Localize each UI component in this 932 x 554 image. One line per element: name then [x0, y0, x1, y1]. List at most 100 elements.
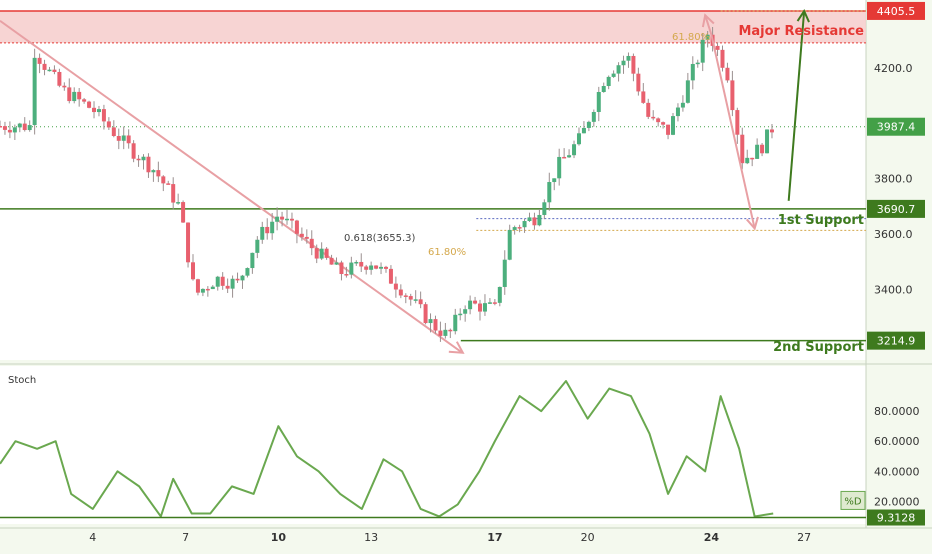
candle-body	[190, 262, 195, 280]
down-projection-a	[710, 34, 756, 229]
candle-body	[705, 34, 710, 40]
candle-body	[87, 101, 92, 108]
candle-body	[611, 73, 616, 77]
candle-body	[730, 80, 735, 111]
candle-body	[512, 227, 517, 230]
candle-body	[616, 65, 621, 74]
candle-body	[601, 86, 606, 92]
candle-body	[275, 216, 280, 222]
candle-body	[383, 266, 388, 269]
candle-body	[0, 126, 2, 128]
time-tick-label: 10	[271, 531, 287, 544]
first-support-price-text: 3690.7	[877, 203, 916, 216]
down-projection-b-arrowhead	[701, 13, 715, 28]
candle-body	[502, 259, 507, 287]
candle-body	[230, 278, 235, 289]
stoch-level-text: 9.3128	[877, 512, 916, 525]
candle-body	[641, 91, 646, 103]
candle-body	[468, 300, 473, 310]
candle-body	[562, 156, 567, 159]
candle-body	[527, 217, 532, 222]
candle-body	[473, 300, 478, 304]
candle-body	[176, 202, 181, 204]
candle-body	[72, 91, 77, 102]
candle-body	[765, 129, 770, 154]
candle-body	[339, 262, 344, 275]
candle-body	[200, 288, 205, 293]
first-support-label: 1st Support	[778, 213, 864, 228]
candle-body	[621, 60, 626, 66]
downtrend-arrowhead	[448, 341, 465, 354]
candle-body	[116, 135, 121, 141]
stoch-line	[0, 380, 774, 518]
candle-body	[195, 279, 200, 293]
candle-body	[735, 110, 740, 135]
candle-body	[413, 299, 418, 301]
candle-body	[443, 329, 448, 336]
candle-body	[245, 268, 250, 276]
candle-body	[220, 276, 225, 286]
candle-body	[329, 257, 334, 265]
candle-body	[755, 144, 760, 159]
major-resistance-label: Major Resistance	[738, 24, 864, 39]
time-tick-label: 4	[89, 531, 96, 544]
candle-body	[205, 288, 210, 291]
candle-body	[487, 302, 492, 304]
candle-body	[27, 125, 32, 131]
stoch-level-box	[867, 509, 925, 526]
candle-body	[235, 278, 240, 281]
first-support-price-box	[867, 199, 925, 218]
candle-body	[695, 62, 700, 65]
candle-body	[136, 158, 141, 161]
stoch-d-box	[840, 490, 866, 510]
candle-body	[349, 262, 354, 275]
candle-body	[438, 330, 443, 336]
candle-body	[111, 127, 116, 136]
price-pane	[0, 0, 866, 360]
time-tick-label: 24	[704, 531, 720, 544]
candle-body	[507, 229, 512, 260]
candle-body	[92, 107, 97, 113]
candle-body	[289, 218, 294, 221]
candle-body	[547, 182, 552, 203]
candle-body	[121, 135, 126, 141]
candle-body	[542, 202, 547, 215]
time-tick-label: 20	[581, 531, 595, 544]
candle-body	[458, 313, 463, 316]
candle-body	[552, 178, 557, 183]
candles	[0, 27, 774, 342]
stoch-tick-label: 60.0000	[874, 435, 920, 448]
candle-body	[760, 144, 765, 154]
candle-body	[314, 248, 319, 259]
time-tick-label: 17	[487, 531, 502, 544]
candle-body	[47, 69, 52, 72]
current-price-price-box	[867, 117, 925, 136]
time-tick-label: 27	[797, 531, 811, 544]
candle-body	[304, 236, 309, 239]
second-support-price-text: 3214.9	[877, 335, 916, 348]
candle-body	[166, 183, 171, 185]
candle-body	[557, 156, 562, 179]
candle-body	[463, 309, 468, 314]
candle-body	[126, 135, 131, 144]
candle-body	[2, 126, 7, 130]
candle-body	[265, 226, 270, 234]
candle-body	[388, 268, 393, 284]
candle-body	[12, 127, 17, 133]
candle-body	[720, 49, 725, 68]
candle-body	[186, 222, 191, 263]
down-projection-a-arrowhead	[745, 216, 759, 231]
candle-body	[497, 286, 502, 303]
candle-body	[280, 216, 285, 220]
time-tick-label: 13	[364, 531, 378, 544]
candle-body	[690, 63, 695, 81]
candle-body	[250, 252, 255, 269]
candle-body	[52, 69, 57, 72]
candle-body	[646, 102, 651, 117]
candle-body	[344, 274, 349, 276]
candle-body	[225, 285, 230, 289]
candle-body	[428, 319, 433, 324]
candle-body	[740, 134, 745, 164]
stoch-d-label: %D	[844, 496, 862, 507]
